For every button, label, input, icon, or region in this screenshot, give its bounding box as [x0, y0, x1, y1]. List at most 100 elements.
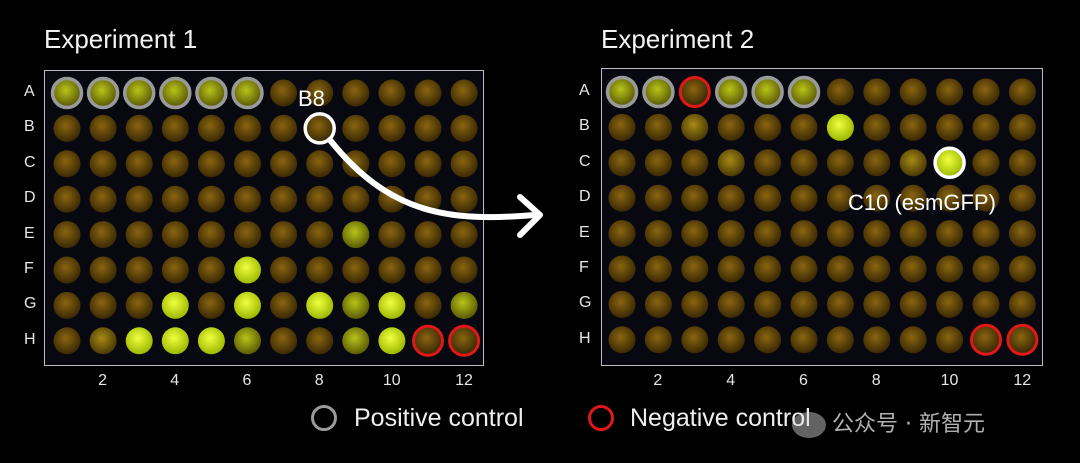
exp2-ring-C10	[933, 146, 966, 180]
exp1-well-F3	[125, 256, 153, 284]
exp2-ring-A5	[751, 75, 784, 109]
exp1-well-C6	[234, 150, 261, 178]
exp1-well-A3	[125, 79, 153, 107]
exp2-well-G5	[754, 290, 782, 318]
exp1-col-label-6: 6	[242, 372, 252, 389]
exp1-well-G11	[414, 291, 442, 319]
exp1-well-E4	[161, 221, 189, 249]
exp2-well-B2	[644, 113, 672, 141]
plate-experiment-1	[44, 70, 484, 366]
exp1-row-label-G: G	[24, 295, 37, 313]
exp1-well-D7	[270, 185, 298, 213]
transfer-arrow	[327, 137, 538, 221]
exp1-col-label-8: 8	[314, 372, 324, 389]
negative-control-legend-icon	[588, 405, 614, 431]
exp1-row-label-F: F	[24, 260, 34, 277]
exp2-well-B12	[1008, 113, 1036, 141]
exp2-well-D12	[1008, 184, 1036, 212]
exp1-well-C2	[89, 150, 117, 178]
exp1-well-G3	[125, 291, 153, 319]
exp2-well-G12	[1008, 290, 1036, 318]
exp2-row-label-E: E	[579, 223, 590, 241]
experiment-1-title: Experiment 1	[44, 24, 198, 54]
exp1-well-D4	[161, 185, 189, 213]
exp1-well-A7	[270, 79, 298, 107]
exp1-well-C7	[270, 150, 298, 178]
exp1-well-A12	[450, 79, 478, 107]
exp1-col-label-12: 12	[455, 372, 473, 389]
exp1-well-F12	[450, 256, 478, 284]
exp2-col-label-6: 6	[799, 372, 808, 389]
annotation-b8: B8	[298, 86, 325, 111]
exp2-well-D4	[717, 184, 745, 212]
exp2-well-F4	[717, 255, 745, 283]
exp1-well-B12	[450, 114, 478, 142]
exp2-well-E2	[644, 220, 672, 248]
exp1-row-label-D: D	[24, 189, 36, 207]
exp2-well-B9	[899, 113, 927, 141]
exp1-well-H7	[270, 327, 298, 355]
exp1-ring-A6	[231, 76, 264, 110]
exp2-well-B4	[717, 113, 745, 141]
exp2-well-C8	[863, 149, 891, 177]
exp2-ring-H11	[970, 323, 1002, 356]
exp2-ring-H12	[1006, 323, 1039, 356]
exp1-well-A4	[161, 79, 189, 107]
exp2-well-G4	[717, 290, 745, 318]
exp2-well-D8	[863, 184, 891, 212]
exp1-well-C10	[378, 150, 406, 178]
exp1-well-G10	[378, 291, 406, 319]
exp1-well-C4	[161, 150, 189, 178]
negative-control-legend: Negative control	[630, 404, 811, 432]
exp2-well-E9	[899, 220, 927, 248]
exp2-well-B10	[936, 113, 964, 141]
exp2-well-H6	[790, 326, 818, 354]
exp2-well-F10	[936, 255, 964, 283]
exp2-well-F6	[790, 255, 818, 283]
exp2-well-B8	[863, 113, 891, 141]
exp1-well-E6	[234, 221, 261, 249]
exp1-well-B7	[270, 114, 298, 142]
exp1-well-E5	[197, 221, 225, 249]
exp1-well-H10	[378, 327, 406, 355]
exp2-well-B3	[681, 113, 709, 141]
exp2-well-G2	[644, 290, 672, 318]
exp2-well-H10	[936, 326, 964, 354]
exp2-well-D3	[681, 184, 709, 212]
exp1-well-F9	[342, 256, 370, 284]
exp2-well-G7	[826, 290, 854, 318]
exp1-well-G2	[89, 291, 117, 319]
exp1-well-A5	[197, 79, 225, 107]
exp2-well-A8	[863, 78, 891, 106]
exp2-well-C2	[644, 149, 672, 177]
exp1-ring-H11	[412, 324, 444, 357]
exp2-well-A11	[972, 78, 1000, 106]
exp2-well-C10	[936, 149, 964, 177]
exp1-row-label-B: B	[24, 118, 35, 136]
exp2-well-D9	[899, 184, 927, 212]
exp1-well-E10	[378, 221, 406, 249]
exp2-row-label-G: G	[579, 294, 592, 312]
exp1-well-B9	[342, 114, 370, 142]
annotation-c10: C10 (esmGFP)	[848, 190, 996, 215]
exp2-well-C9	[899, 149, 927, 177]
exp1-well-C12	[450, 150, 478, 178]
exp1-well-G8	[306, 291, 334, 319]
exp1-well-F2	[89, 256, 117, 284]
exp2-well-F12	[1008, 255, 1036, 283]
exp2-well-A10	[936, 78, 964, 106]
exp2-well-H1	[608, 326, 636, 354]
exp1-well-A11	[414, 79, 442, 107]
exp2-well-A7	[826, 78, 854, 106]
exp1-well-E11	[414, 221, 442, 249]
exp1-well-H6	[234, 327, 261, 355]
exp1-well-E8	[306, 221, 334, 249]
exp2-ring-A1	[605, 75, 639, 109]
exp2-well-F3	[681, 255, 709, 283]
exp2-col-label-12: 12	[1013, 372, 1032, 389]
exp2-well-E3	[681, 220, 709, 248]
exp2-row-label-H: H	[579, 329, 591, 347]
exp2-well-A1	[608, 78, 636, 106]
exp2-well-G9	[899, 290, 927, 318]
exp1-well-F11	[414, 256, 442, 284]
